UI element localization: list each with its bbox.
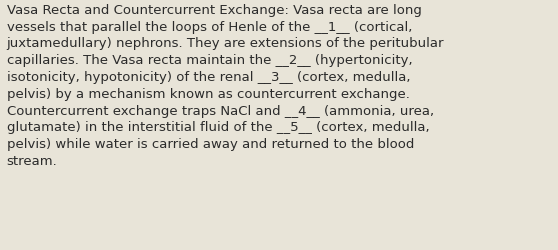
Text: Vasa Recta and Countercurrent Exchange: Vasa recta are long
vessels that paralle: Vasa Recta and Countercurrent Exchange: … xyxy=(7,4,444,167)
